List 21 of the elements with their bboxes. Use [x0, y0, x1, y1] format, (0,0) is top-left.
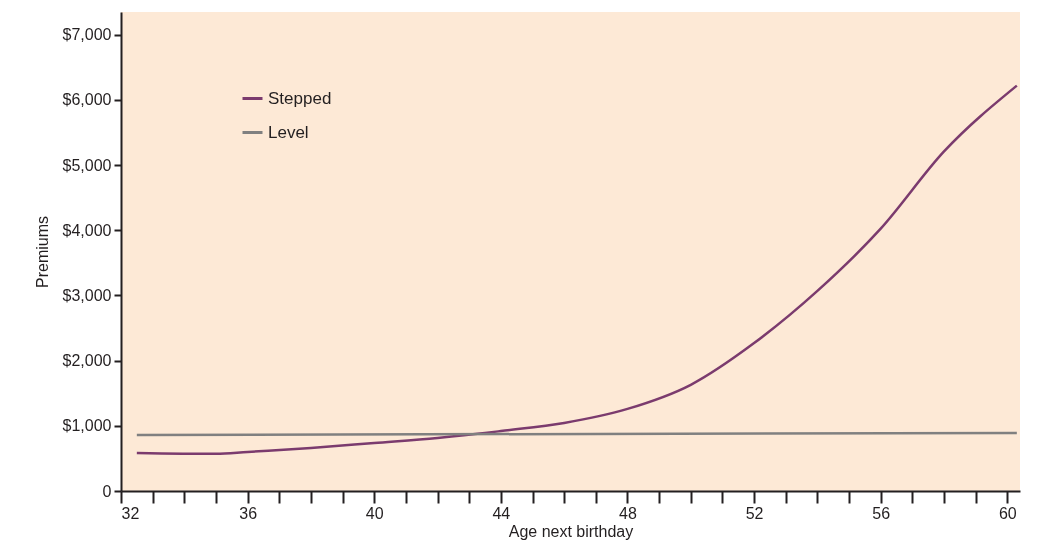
- x-tick-label: 48: [619, 504, 637, 522]
- y-tick-label: $4,000: [62, 221, 112, 239]
- x-tick-label: 36: [239, 504, 258, 522]
- y-tick-label: 0: [102, 482, 112, 500]
- x-axis-title: Age next birthday: [508, 522, 634, 540]
- y-tick-label: $2,000: [62, 352, 112, 370]
- x-tick-label: 40: [365, 504, 384, 522]
- legend-label: Level: [268, 122, 309, 142]
- x-tick-label: 56: [872, 504, 891, 522]
- line-series: [135, 84, 1019, 456]
- y-tick-label: $1,000: [62, 417, 112, 435]
- x-tick-label: 32: [121, 504, 140, 522]
- x-tick-label: 44: [492, 504, 511, 522]
- y-tick-label: $6,000: [62, 91, 112, 109]
- y-tick-label: $3,000: [62, 286, 112, 304]
- y-tick-label: $5,000: [62, 156, 112, 174]
- x-tick-label: 52: [745, 504, 764, 522]
- legend-label: Stepped: [268, 88, 332, 108]
- y-axis-title: Premiums: [33, 215, 51, 289]
- x-tick-label: 60: [998, 504, 1017, 522]
- y-tick-label: $7,000: [62, 26, 112, 44]
